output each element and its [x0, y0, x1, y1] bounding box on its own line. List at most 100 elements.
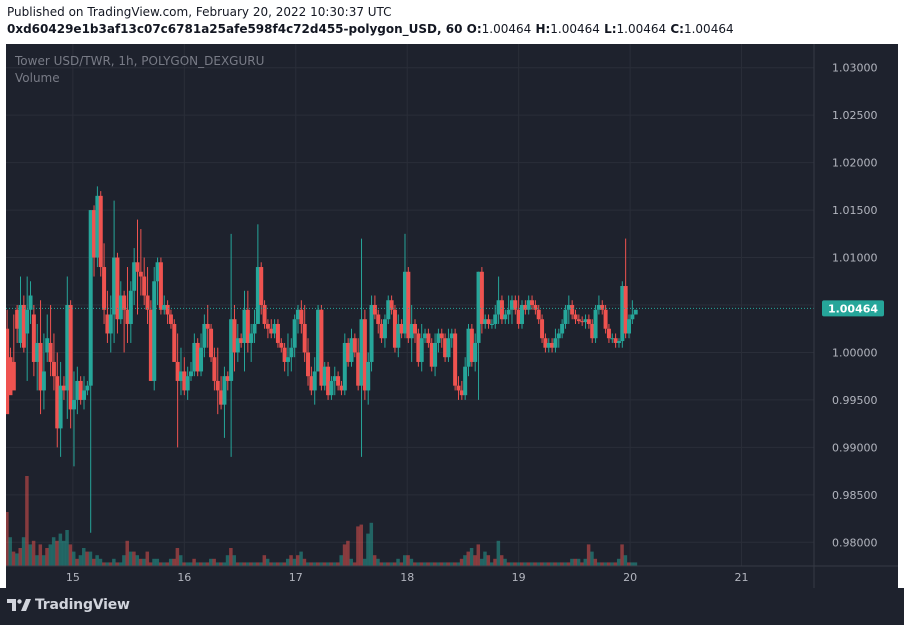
- volume-bar: [413, 562, 417, 566]
- volume-bar: [41, 555, 46, 566]
- candle-body: [215, 380, 220, 391]
- candle: [362, 309, 367, 400]
- candle-body: [556, 333, 561, 339]
- volume-bar: [526, 562, 531, 566]
- volume-bar: [509, 562, 514, 566]
- candle: [225, 371, 230, 391]
- candle: [336, 371, 341, 391]
- y-tick-label: 0.98000: [832, 536, 878, 549]
- time-axis[interactable]: 15 16 17 18 19 20 21: [6, 565, 898, 584]
- candle-body: [583, 319, 588, 323]
- candle: [496, 276, 501, 324]
- volume-bar: [389, 562, 394, 566]
- volume-bar: [292, 558, 297, 566]
- candle-body: [25, 309, 30, 334]
- candle: [573, 309, 578, 324]
- x-tick-label: 17: [289, 571, 303, 584]
- candle-body: [249, 333, 254, 343]
- candle: [145, 267, 150, 324]
- candle: [583, 314, 588, 329]
- volume-bar: [423, 562, 427, 566]
- volume-bar: [533, 562, 537, 566]
- candle-body: [18, 305, 23, 343]
- tradingview-logo-icon: [7, 599, 31, 611]
- candle-body: [563, 309, 568, 324]
- candle: [189, 361, 194, 381]
- x-tick-label: 19: [512, 571, 526, 584]
- x-tick-label: 18: [400, 571, 414, 584]
- volume-bar: [580, 562, 584, 566]
- candle: [499, 295, 504, 324]
- candle-body: [476, 271, 481, 343]
- volume-bar: [499, 555, 504, 566]
- candle-body: [443, 338, 448, 358]
- volume-bar: [175, 548, 180, 566]
- chart-canvas[interactable]: 1.030001.025001.020001.015001.010001.005…: [6, 44, 898, 588]
- candle: [215, 347, 220, 415]
- candle-body: [262, 305, 267, 324]
- volume-legend[interactable]: Volume: [15, 71, 60, 85]
- volume-bar: [483, 551, 487, 566]
- candle: [205, 305, 210, 348]
- candle-body: [379, 323, 384, 339]
- volume-bar: [82, 548, 86, 566]
- volume-bar: [279, 562, 283, 566]
- candle-body: [269, 328, 274, 334]
- volume-bar: [239, 562, 243, 566]
- candle-body: [6, 328, 10, 415]
- candle-body: [596, 305, 601, 310]
- tradingview-logo[interactable]: TradingView: [7, 597, 130, 613]
- price-axis[interactable]: 1.030001.025001.020001.015001.010001.005…: [813, 44, 878, 588]
- candle: [606, 323, 611, 343]
- candle-body: [102, 267, 107, 310]
- candle-body: [409, 323, 414, 339]
- candle-body: [613, 338, 618, 343]
- candle: [620, 281, 625, 348]
- candle: [566, 295, 571, 324]
- candle-body: [125, 309, 130, 324]
- volume-bar: [356, 526, 360, 566]
- candle: [369, 295, 374, 372]
- candle: [443, 333, 448, 362]
- candle: [245, 290, 250, 353]
- candle: [195, 338, 200, 377]
- volume-bar: [473, 555, 477, 566]
- candle-body: [536, 309, 541, 320]
- candle: [433, 333, 438, 377]
- chart-pane[interactable]: 1.030001.025001.020001.015001.010001.005…: [6, 44, 898, 588]
- symbol-full: 0xd60429e1b3af13c07c6781a25afe598f4c72d4…: [7, 22, 463, 36]
- candle: [61, 376, 66, 400]
- candle: [78, 376, 83, 405]
- volume-bar: [265, 558, 270, 566]
- candle-body: [610, 338, 615, 340]
- volume-bar: [489, 562, 494, 566]
- volume-bar: [540, 562, 544, 566]
- volume-bar: [459, 558, 464, 566]
- candle-body: [616, 341, 621, 343]
- candle-body: [426, 333, 431, 343]
- volume-bar: [71, 551, 76, 566]
- volume-bar: [339, 555, 343, 566]
- volume-bar: [616, 558, 621, 566]
- symbol-legend[interactable]: Tower USD/TWR, 1h, POLYGON_DEXGURU: [15, 54, 265, 68]
- candle-body: [540, 319, 545, 339]
- candle-body: [242, 309, 247, 343]
- candle-body: [55, 376, 60, 429]
- candle: [366, 352, 371, 405]
- volume-bar: [586, 544, 591, 566]
- candle-body: [606, 328, 611, 339]
- candle-body: [259, 267, 264, 305]
- candle-body: [493, 314, 498, 324]
- y-tick-label: 1.02000: [832, 157, 878, 170]
- candle-body: [108, 314, 113, 334]
- candle-body: [550, 342, 555, 348]
- candle-body: [523, 305, 528, 310]
- candle: [526, 295, 531, 315]
- volume-bar: [209, 558, 213, 566]
- candle-body: [185, 376, 190, 391]
- candle: [493, 305, 498, 329]
- volume-bar: [486, 555, 491, 566]
- candle: [68, 300, 73, 429]
- close-value: 1.00464: [683, 22, 734, 36]
- candle-body: [145, 295, 150, 310]
